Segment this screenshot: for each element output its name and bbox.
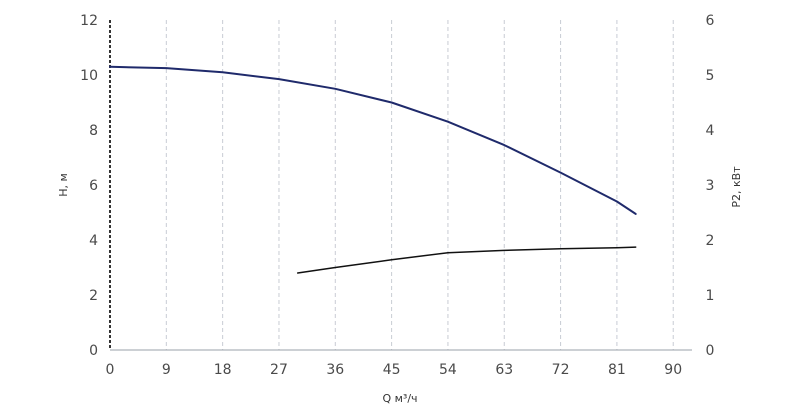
left-y-tick-label: 8 — [89, 123, 98, 139]
right-y-tick-label: 0 — [706, 343, 715, 359]
x-tick-label: 9 — [162, 362, 171, 378]
left-y-tick-label: 6 — [89, 178, 98, 194]
right-y-tick-label: 2 — [706, 233, 715, 249]
x-tick-label: 45 — [383, 362, 401, 378]
x-tick-label: 54 — [439, 362, 457, 378]
series-group — [109, 65, 637, 274]
head-curve-line — [109, 65, 637, 215]
x-tick-label: 72 — [552, 362, 570, 378]
right-y-tick-label: 1 — [706, 288, 715, 304]
x-tick-label: 0 — [106, 362, 115, 378]
left-y-tick-label: 0 — [89, 343, 98, 359]
x-tick-label: 63 — [495, 362, 513, 378]
left-y-tick-label: 4 — [89, 233, 98, 249]
x-axis-label: Q м³/ч — [382, 392, 417, 405]
right-y-tick-label: 4 — [706, 123, 715, 139]
x-tick-label: 36 — [326, 362, 344, 378]
left-y-tick-label: 2 — [89, 288, 98, 304]
left-y-axis-label: H, м — [57, 173, 70, 197]
power-curve-line — [296, 246, 637, 274]
grid-lines — [165, 20, 674, 350]
x-tick-label: 81 — [608, 362, 626, 378]
right-y-axis-label: P2, кВт — [730, 166, 743, 208]
x-tick-label: 27 — [270, 362, 288, 378]
left-y-tick-label: 10 — [80, 68, 98, 84]
x-tick-label: 18 — [214, 362, 232, 378]
left-y-tick-label: 12 — [80, 13, 98, 29]
right-y-tick-label: 3 — [706, 178, 715, 194]
x-tick-label: 90 — [664, 362, 682, 378]
axes — [109, 20, 692, 351]
right-y-tick-label: 5 — [706, 68, 715, 84]
right-y-tick-label: 6 — [706, 13, 715, 29]
